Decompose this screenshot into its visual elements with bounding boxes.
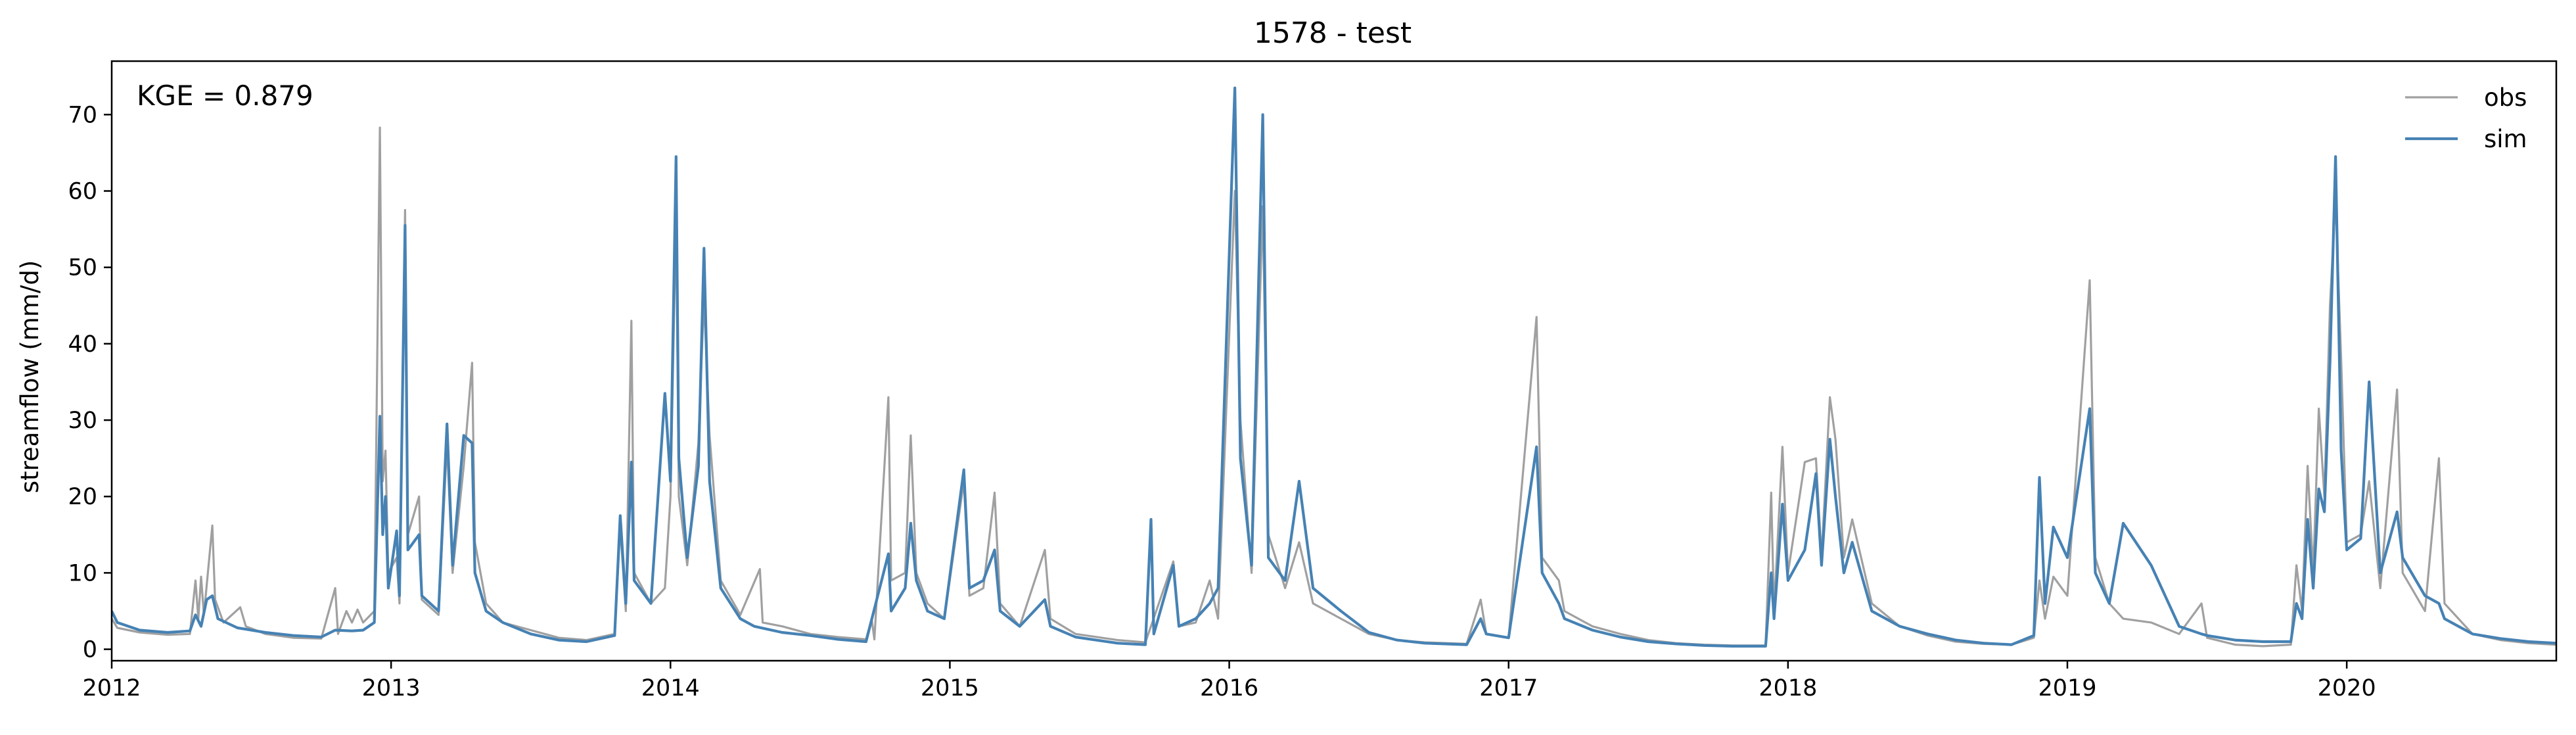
x-axis: 2012 2013 2014 2015 2016 2017 2018 2019 2020 <box>82 661 2376 701</box>
x-tick-label: 2012 <box>82 675 141 701</box>
legend-label-obs: obs <box>2484 83 2527 112</box>
x-tick-label: 2014 <box>641 675 700 701</box>
legend: obs sim <box>2405 83 2527 153</box>
plot-area <box>110 60 2558 662</box>
y-tick-label: 20 <box>68 484 97 510</box>
x-tick-label: 2013 <box>362 675 421 701</box>
series-line-sim <box>112 86 2556 648</box>
x-tick-label: 2016 <box>1200 675 1258 701</box>
series-line-obs <box>112 126 2556 648</box>
kge-annotation: KGE = 0.879 <box>137 80 313 112</box>
chart-title: 1578 - test <box>1254 16 1412 50</box>
y-axis: 0 10 20 30 40 50 60 70 <box>68 102 112 663</box>
x-tick-label: 2019 <box>2038 675 2096 701</box>
y-axis-label: streamflow (mm/d) <box>16 260 44 494</box>
y-tick-label: 0 <box>83 637 97 663</box>
x-tick-label: 2017 <box>1479 675 1538 701</box>
y-tick-label: 70 <box>68 102 97 128</box>
x-tick-label: 2015 <box>921 675 979 701</box>
x-tick-label: 2018 <box>1759 675 1817 701</box>
x-tick-label: 2020 <box>2318 675 2376 701</box>
y-tick-label: 40 <box>68 331 97 358</box>
y-tick-label: 50 <box>68 255 97 281</box>
plot-frame <box>110 60 2558 662</box>
y-tick-label: 10 <box>68 560 97 586</box>
y-tick-label: 30 <box>68 408 97 434</box>
y-tick-label: 60 <box>68 179 97 205</box>
legend-label-sim: sim <box>2484 125 2527 153</box>
